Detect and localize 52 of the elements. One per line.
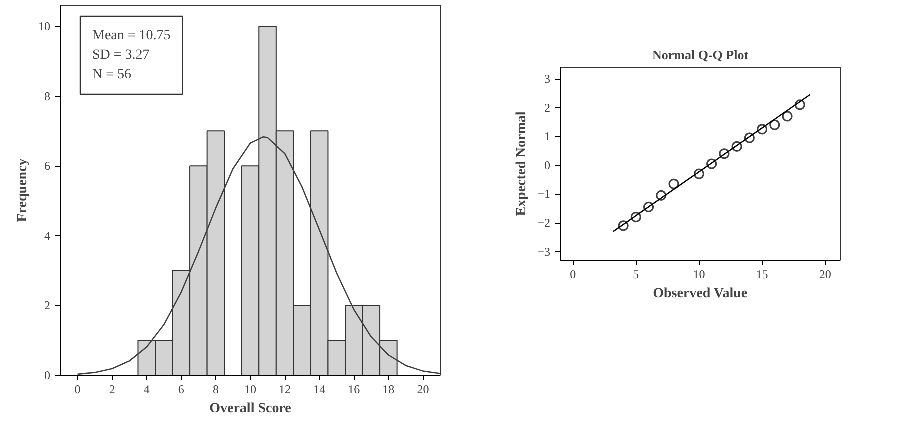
point [656,190,667,201]
y-tick-label: −2 [538,216,551,230]
y-tick-label: −3 [538,244,551,259]
point [643,202,654,212]
y-axis-title: Expected Normal [514,112,530,216]
x-tick-label: 4 [144,382,150,396]
y-tick-label: −1 [538,187,551,202]
point [770,120,780,130]
y-tick-label: 1 [544,130,550,144]
chart-title: Normal Q-Q Plot [652,48,750,62]
annotation: SD = 3.27 [92,48,150,63]
line-series [77,136,440,376]
x-tick-label: 12 [279,382,292,396]
x-tick-label: 6 [178,382,184,396]
x-tick-label: 16 [348,382,360,396]
x-axis-title: Overall Score [210,402,292,416]
point [630,212,642,223]
x-tick-label: 15 [756,268,768,282]
y-axis-title: Frequency [16,158,30,222]
y-tick-label: 2 [44,298,50,313]
point [719,148,730,160]
y-tick-label: 0 [544,158,550,172]
x-tick-label: 2 [109,382,116,396]
point [744,132,755,144]
point [794,100,806,110]
point [618,220,629,232]
x-tick-label: 18 [382,382,395,396]
point [757,124,768,135]
x-tick-label: 10 [244,382,256,396]
x-tick-label: 0 [74,382,81,396]
x-tick-label: 5 [633,268,640,282]
point [782,111,793,122]
point [706,158,718,170]
y-tick-label: 0 [44,368,50,382]
y-tick-label: 8 [44,89,50,104]
x-tick-label: 8 [212,382,219,396]
annotation: N = 56 [92,68,132,82]
y-tick-label: 4 [44,228,50,243]
x-axis-title: Observed Value [653,286,748,302]
y-tick-label: 2 [544,100,550,115]
y-tick-label: 10 [38,19,50,34]
x-tick-label: 0 [570,268,576,282]
x-tick-label: 20 [417,382,430,396]
x-tick-label: 10 [693,268,706,282]
y-tick-label: 3 [544,72,550,86]
x-tick-label: 20 [819,268,832,282]
y-tick-label: 6 [44,159,50,174]
x-tick-label: 14 [314,382,326,396]
point [668,178,680,190]
point [694,168,705,180]
point [732,141,742,152]
annotation: Mean = 10.75 [92,28,171,44]
